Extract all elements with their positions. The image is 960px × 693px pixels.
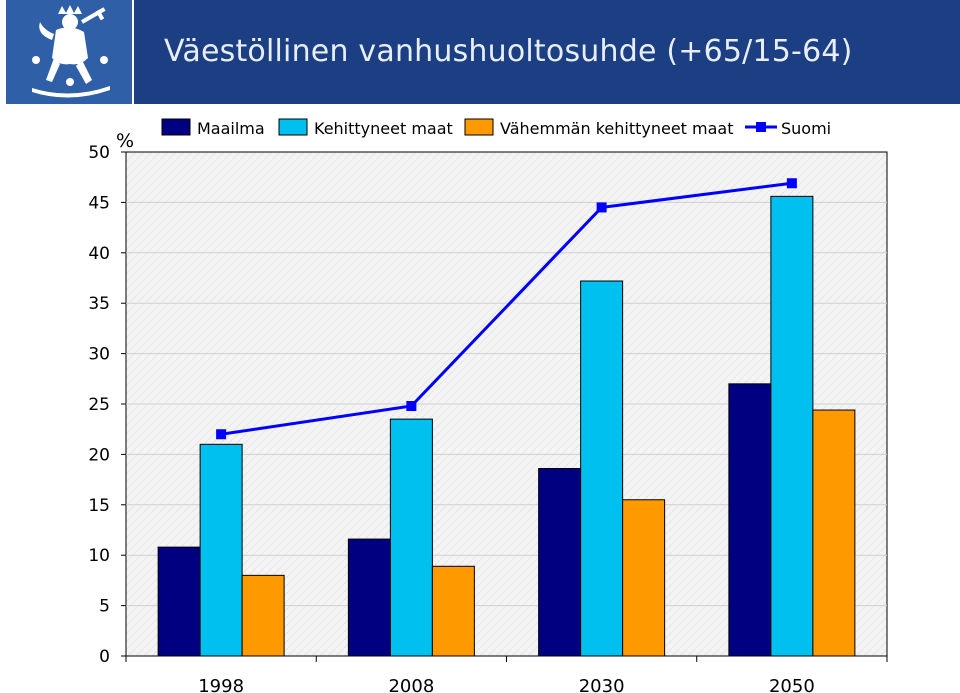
legend-label-v-hemm-n-kehittyneet-maat: Vähemmän kehittyneet maat: [500, 119, 734, 138]
suomi-point-2050: [786, 178, 797, 189]
y-tick-label: 5: [99, 597, 110, 617]
page-title: Väestöllinen vanhushuoltosuhde (+65/15-6…: [164, 34, 853, 69]
x-tick-label: 2050: [769, 676, 815, 693]
y-unit-label: %: [116, 130, 134, 152]
y-tick-label: 30: [88, 345, 110, 365]
logo-panel: [6, 0, 132, 104]
x-tick-label: 2008: [388, 676, 434, 693]
suomi-line-series: [216, 178, 797, 440]
x-tick-label: 1998: [198, 676, 244, 693]
bar-v-hemm-n-kehittyneet-maat-2050: [812, 409, 856, 657]
y-tick-label: 0: [99, 647, 110, 667]
suomi-point-2008: [406, 401, 417, 412]
legend-label-kehittyneet-maat: Kehittyneet maat: [314, 119, 453, 138]
suomi-line: [220, 181, 793, 436]
y-tick-label: 35: [88, 294, 110, 314]
bar-maailma-2030: [538, 468, 582, 657]
bar-kehittyneet-maat-1998: [199, 443, 243, 657]
legend-swatch-kehittyneet-maat: [278, 118, 308, 136]
x-tick-label: 2030: [579, 676, 625, 693]
legend-label-maailma: Maailma: [197, 119, 265, 138]
bar-kehittyneet-maat-2050: [770, 195, 814, 657]
bar-kehittyneet-maat-2008: [389, 418, 433, 657]
y-tick-label: 10: [88, 546, 110, 566]
suomi-point-2030: [596, 202, 607, 213]
legend-swatch-v-hemm-n-kehittyneet-maat: [464, 118, 494, 136]
legend-marker-suomi: [756, 122, 766, 132]
bar-maailma-2008: [347, 538, 391, 657]
legend-label-suomi: Suomi: [781, 119, 831, 138]
bar-maailma-2050: [728, 383, 772, 657]
lion-coat-of-arms-icon: [32, 5, 110, 98]
header: Väestöllinen vanhushuoltosuhde (+65/15-6…: [0, 0, 960, 104]
y-axis-ticks: 0 5 10 15 20 25 30 35 40 45 50: [88, 143, 126, 667]
bar-v-hemm-n-kehittyneet-maat-1998: [241, 574, 285, 657]
x-axis: 1998 2008 2030 2050: [125, 655, 888, 693]
y-tick-label: 20: [88, 445, 110, 465]
bar-kehittyneet-maat-2030: [580, 280, 624, 657]
legend-swatch-maailma: [161, 118, 191, 136]
y-tick-label: 45: [88, 193, 110, 213]
y-tick-label: 25: [88, 395, 110, 415]
bar-maailma-1998: [157, 546, 201, 657]
suomi-point-1998: [216, 429, 227, 440]
bar-v-hemm-n-kehittyneet-maat-2030: [622, 499, 666, 657]
legend: Maailma Kehittyneet maat Vähemmän kehittyn…: [161, 118, 831, 138]
title-band: Väestöllinen vanhushuoltosuhde (+65/15-6…: [134, 0, 960, 104]
bar-v-hemm-n-kehittyneet-maat-2008: [431, 565, 475, 657]
y-tick-label: 40: [88, 244, 110, 264]
y-tick-label: 15: [88, 496, 110, 516]
y-tick-label: 50: [88, 143, 110, 163]
bars: [157, 195, 856, 657]
